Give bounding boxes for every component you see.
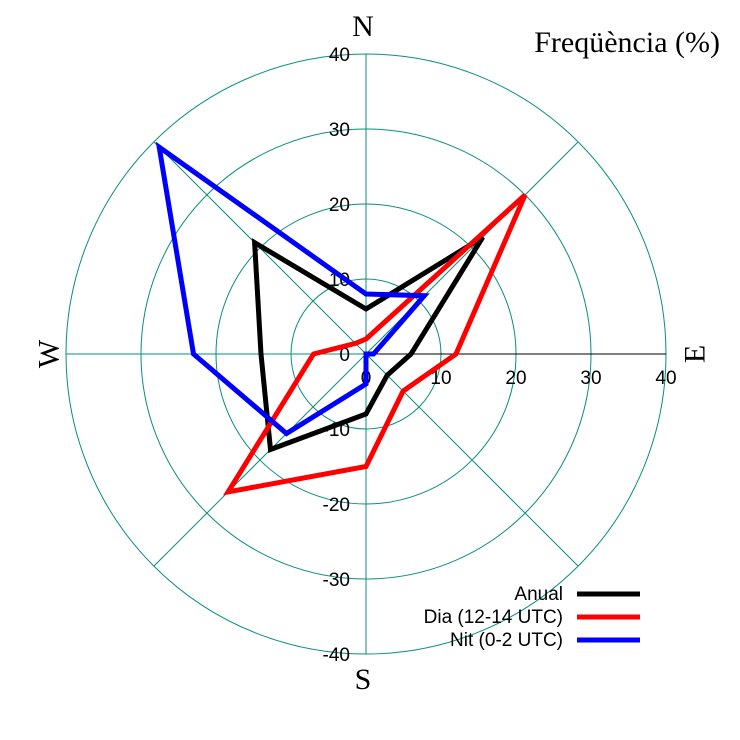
- chart-title: Freqüència (%): [534, 26, 720, 59]
- y-tick-label: -40: [323, 645, 350, 666]
- x-tick-label: 20: [505, 368, 526, 389]
- y-tick-label: 20: [329, 195, 350, 216]
- grid-spoke-SW: [153, 353, 367, 567]
- series-line-2: [223, 193, 528, 496]
- y-tick-label: 30: [329, 120, 350, 141]
- compass-label-east: E: [679, 345, 712, 363]
- legend-label: Nit (0-2 UTC): [450, 630, 563, 651]
- y-tick-label: 40: [329, 45, 350, 66]
- compass-label-north: N: [352, 10, 374, 43]
- compass-label-south: S: [355, 663, 372, 696]
- x-tick-label: 10: [430, 368, 451, 389]
- y-tick-label: -20: [323, 495, 350, 516]
- series-line-3: [155, 141, 430, 437]
- x-tick-label: 40: [655, 368, 676, 389]
- compass-label-west: W: [33, 339, 66, 368]
- data-series: [155, 141, 528, 496]
- y-tick-label: -30: [323, 570, 350, 591]
- compass-labels: N S E W: [33, 10, 712, 696]
- y-tick-label: 10: [329, 270, 350, 291]
- legend-label: Anual: [514, 584, 563, 605]
- series-line-1: [251, 235, 485, 453]
- y-tick-label: 0: [339, 345, 350, 366]
- legend-label: Dia (12-14 UTC): [424, 607, 563, 628]
- grid-spoke-SE: [365, 353, 579, 567]
- x-tick-label: 30: [580, 368, 601, 389]
